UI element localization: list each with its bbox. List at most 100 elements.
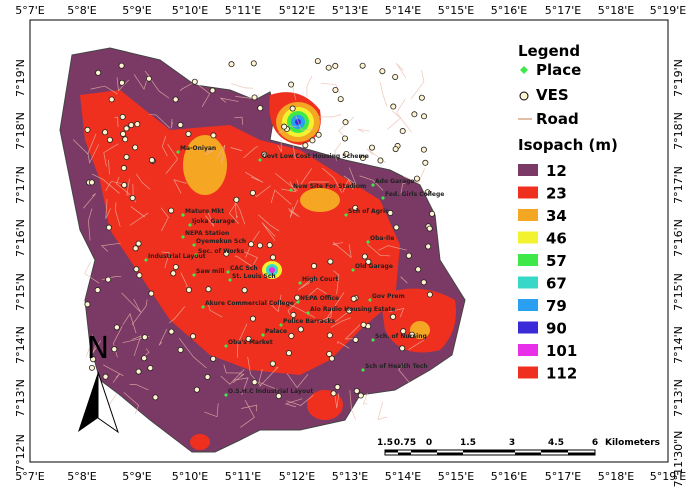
ves-point [122, 183, 127, 188]
lon-label: 5°8'E [67, 470, 97, 483]
lon-label: 5°9'E [122, 4, 152, 17]
ves-point [327, 333, 332, 338]
place-label: NEPA Office [300, 295, 339, 302]
ves-point [412, 112, 417, 117]
ves-point [173, 264, 178, 269]
ves-point [416, 267, 421, 272]
scale-bar [385, 450, 595, 455]
ves-point [406, 253, 411, 258]
ves-point [270, 255, 275, 260]
ves-point [353, 337, 358, 342]
ves-point [142, 356, 147, 361]
lon-label: 5°16'E [491, 4, 528, 17]
ves-point [303, 143, 308, 148]
ves-point [249, 242, 254, 247]
place-label: Sch of Health Tech [365, 363, 428, 370]
ves-point [133, 145, 138, 150]
scale-label: 1.5 [460, 438, 476, 448]
ves-point [421, 114, 426, 119]
ves-point [310, 138, 315, 143]
ves-point [250, 190, 255, 195]
ves-point [342, 136, 347, 141]
ves-point [134, 267, 139, 272]
ves-point [149, 291, 154, 296]
ves-point [289, 333, 294, 338]
ves-point [429, 211, 434, 216]
ves-point [133, 246, 138, 251]
place-label: Saw mill [196, 268, 224, 275]
ves-point [360, 63, 365, 68]
legend-swatch [518, 344, 538, 356]
legend-label: 67 [546, 275, 567, 293]
legend-subtitle: Isopach (m) [518, 136, 618, 154]
ves-point [95, 287, 100, 292]
ves-point [114, 325, 119, 330]
place-label: Gov Prem [372, 293, 405, 300]
lon-label: 5°14'E [385, 4, 422, 17]
ves-point [129, 123, 134, 128]
ves-point [186, 287, 191, 292]
legend-swatch [518, 232, 538, 244]
lon-label: 5°11'E [225, 4, 262, 17]
ves-point [421, 280, 426, 285]
ves-point [85, 127, 90, 132]
ves-point [393, 147, 398, 152]
lat-label: 7°14'N [14, 326, 27, 364]
ves-point [112, 347, 117, 352]
ves-point [270, 361, 275, 366]
lat-label: 7°16'N [14, 219, 27, 257]
legend-title: Legend [518, 42, 580, 60]
ves-point [107, 137, 112, 142]
ves-point [148, 365, 153, 370]
ves-point [142, 335, 147, 340]
lat-label: 7°18'N [14, 112, 27, 150]
ves-point [291, 312, 296, 317]
lon-label: 5°18'E [598, 470, 635, 483]
ves-point [421, 147, 426, 152]
isopach-zone [300, 188, 340, 212]
legend-label: 34 [546, 207, 567, 225]
ves-point [103, 374, 108, 379]
place-label: Oba's Market [228, 339, 273, 346]
ves-point [252, 95, 257, 100]
place-label: Oba-Ile [370, 235, 394, 242]
ves-point [311, 263, 316, 268]
lat-label: 7°17'N [672, 166, 685, 204]
ves-point [427, 292, 432, 297]
scale-label: 6 [592, 438, 598, 448]
ves-point [135, 122, 140, 127]
lon-label: 5°14'E [385, 470, 422, 483]
ves-point [290, 106, 295, 111]
lon-label: 5°8'E [67, 4, 97, 17]
ves-point [169, 208, 174, 213]
ves-point [328, 259, 333, 264]
place-label: Ma-Oniyan [180, 145, 216, 152]
legend-swatch [518, 367, 538, 379]
ves-point [343, 120, 348, 125]
ves-point [124, 126, 129, 131]
ves-point [171, 271, 176, 276]
place-label: NEPA Station [185, 230, 229, 237]
map: Ma-OniyanGovt Low Cost Housing SchemeNew… [0, 0, 687, 490]
ves-point [136, 369, 141, 374]
legend-swatch [518, 299, 538, 311]
ves-point [121, 165, 126, 170]
place-label: Mature Mkt [185, 208, 224, 215]
place-label: High Court [302, 276, 338, 283]
lat-label: 7°15'N [672, 273, 685, 311]
ves-point [146, 76, 151, 81]
ves-point [316, 132, 321, 137]
lat-label: 7°19'N [672, 59, 685, 97]
ves-point [257, 243, 262, 248]
lon-label: 5°13'E [332, 4, 369, 17]
place-label: Ijoka Garage [192, 218, 235, 225]
ves-point [102, 130, 107, 135]
ves-point [252, 380, 257, 385]
lon-label: 5°10'E [172, 470, 209, 483]
legend-label: 79 [546, 297, 567, 315]
ves-point [326, 65, 331, 70]
ves-point [211, 356, 216, 361]
legend-ves-symbol [520, 92, 528, 100]
ves-point [400, 346, 405, 351]
legend-label: Place [536, 61, 581, 79]
